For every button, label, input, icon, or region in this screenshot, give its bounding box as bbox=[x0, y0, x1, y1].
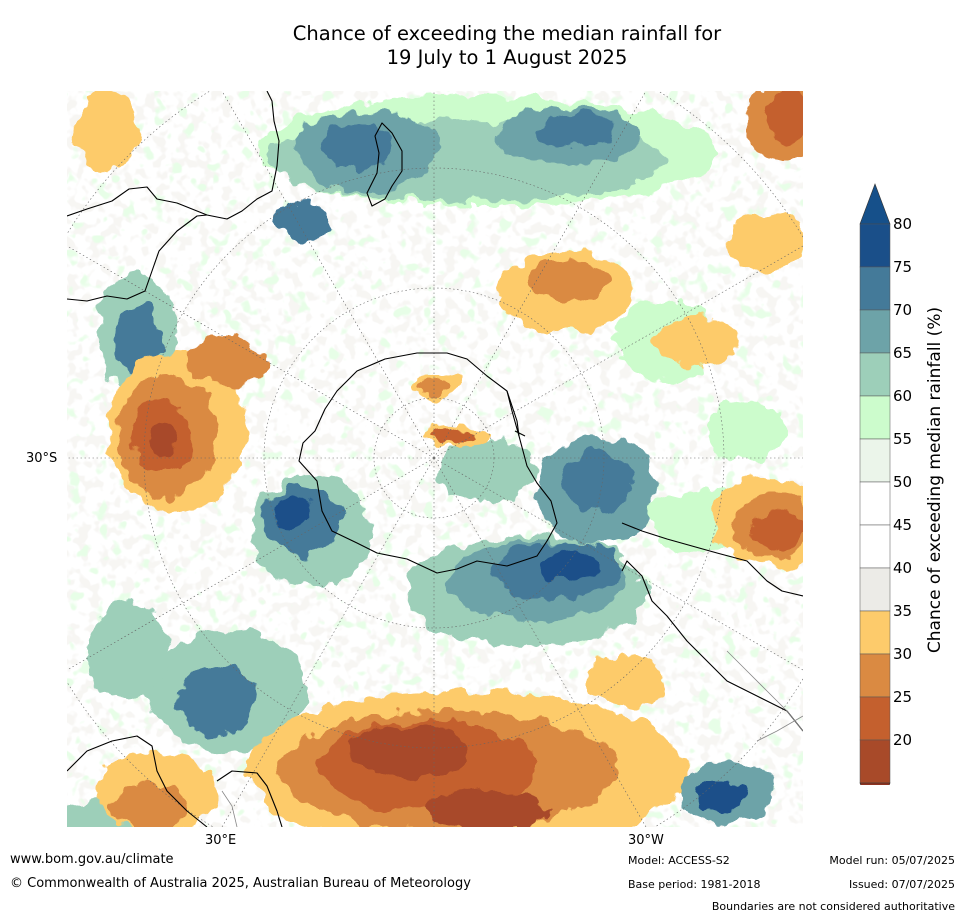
longitude-label-30w: 30°W bbox=[628, 833, 664, 848]
antarctica-coast bbox=[298, 352, 558, 574]
copyright-text: © Commonwealth of Australia 2025, Austra… bbox=[10, 876, 471, 891]
colorbar-tick-label: 60 bbox=[893, 387, 912, 405]
issued-text: Issued: 07/07/2025 bbox=[848, 878, 955, 891]
colorbar-tick-label: 50 bbox=[893, 473, 912, 491]
colorbar-swatch bbox=[859, 223, 891, 268]
map-canvas bbox=[67, 91, 803, 827]
colorbar-ticks: 80 75 70 65 60 55 50 45 40 35 30 25 20 bbox=[893, 215, 912, 749]
colorbar-swatch bbox=[859, 653, 891, 698]
africa-coast bbox=[67, 735, 208, 827]
colorbar-swatch bbox=[859, 567, 891, 612]
colorbar: 80 75 70 65 60 55 50 45 40 35 30 25 20 bbox=[859, 183, 912, 785]
longitude-label-30e: 30°E bbox=[205, 833, 237, 848]
colorbar-tick-label: 65 bbox=[893, 344, 912, 362]
colorbar-tick-label: 55 bbox=[893, 430, 912, 448]
coastlines bbox=[67, 91, 803, 827]
colorbar-under-arrow bbox=[859, 782, 891, 785]
colorbar-tick-label: 80 bbox=[893, 215, 912, 233]
rainfall-map[interactable] bbox=[67, 91, 803, 827]
country-borders bbox=[221, 650, 803, 827]
base-period-text: Base period: 1981-2018 bbox=[628, 878, 761, 891]
colorbar-tick-label: 20 bbox=[893, 731, 912, 749]
antarctic-peninsula bbox=[506, 390, 526, 437]
colorbar-swatch bbox=[859, 309, 891, 354]
colorbar-swatch bbox=[859, 352, 891, 397]
colorbar-tick-label: 75 bbox=[893, 258, 912, 276]
model-run-text: Model run: 05/07/2025 bbox=[829, 854, 955, 867]
colorbar-tick-label: 45 bbox=[893, 516, 912, 534]
new-zealand-coast bbox=[366, 122, 403, 207]
south-america-coast bbox=[621, 522, 803, 597]
colorbar-tick-label: 35 bbox=[893, 602, 912, 620]
madagascar-coast bbox=[216, 770, 283, 827]
colorbar-swatch bbox=[859, 739, 891, 784]
graticule bbox=[67, 91, 803, 827]
disclaimer-text: Boundaries are not considered authoritat… bbox=[711, 900, 955, 913]
colorbar-swatch bbox=[859, 266, 891, 311]
colorbar-swatch bbox=[859, 610, 891, 655]
colorbar-title-text: Chance of exceeding median rainfall (%) bbox=[925, 306, 945, 654]
colorbar-swatch bbox=[859, 438, 891, 483]
colorbar-swatch bbox=[859, 481, 891, 526]
colorbar-swatch bbox=[859, 524, 891, 569]
colorbar-swatches bbox=[859, 183, 891, 785]
colorbar-swatch bbox=[859, 696, 891, 741]
website-text: www.bom.gov.au/climate bbox=[10, 852, 174, 867]
australia-coast bbox=[67, 91, 280, 220]
australia-coast-west bbox=[67, 214, 208, 302]
colorbar-tick-label: 70 bbox=[893, 301, 912, 319]
colorbar-tick-label: 40 bbox=[893, 559, 912, 577]
south-america-coast-2 bbox=[621, 560, 803, 732]
dry-anomaly-regions bbox=[77, 91, 803, 827]
wet-anomaly-regions bbox=[67, 96, 787, 827]
model-text: Model: ACCESS-S2 bbox=[628, 854, 730, 867]
colorbar-swatch bbox=[859, 395, 891, 440]
colorbar-tick-label: 25 bbox=[893, 688, 912, 706]
colorbar-over-arrow bbox=[859, 183, 891, 225]
title-line-2: 19 July to 1 August 2025 bbox=[386, 46, 628, 69]
colorbar-tick-label: 30 bbox=[893, 645, 912, 663]
map-title: Chance of exceeding the median rainfall … bbox=[0, 22, 965, 70]
latitude-label-30s: 30°S bbox=[26, 451, 58, 466]
title-line-1: Chance of exceeding the median rainfall … bbox=[292, 22, 722, 45]
